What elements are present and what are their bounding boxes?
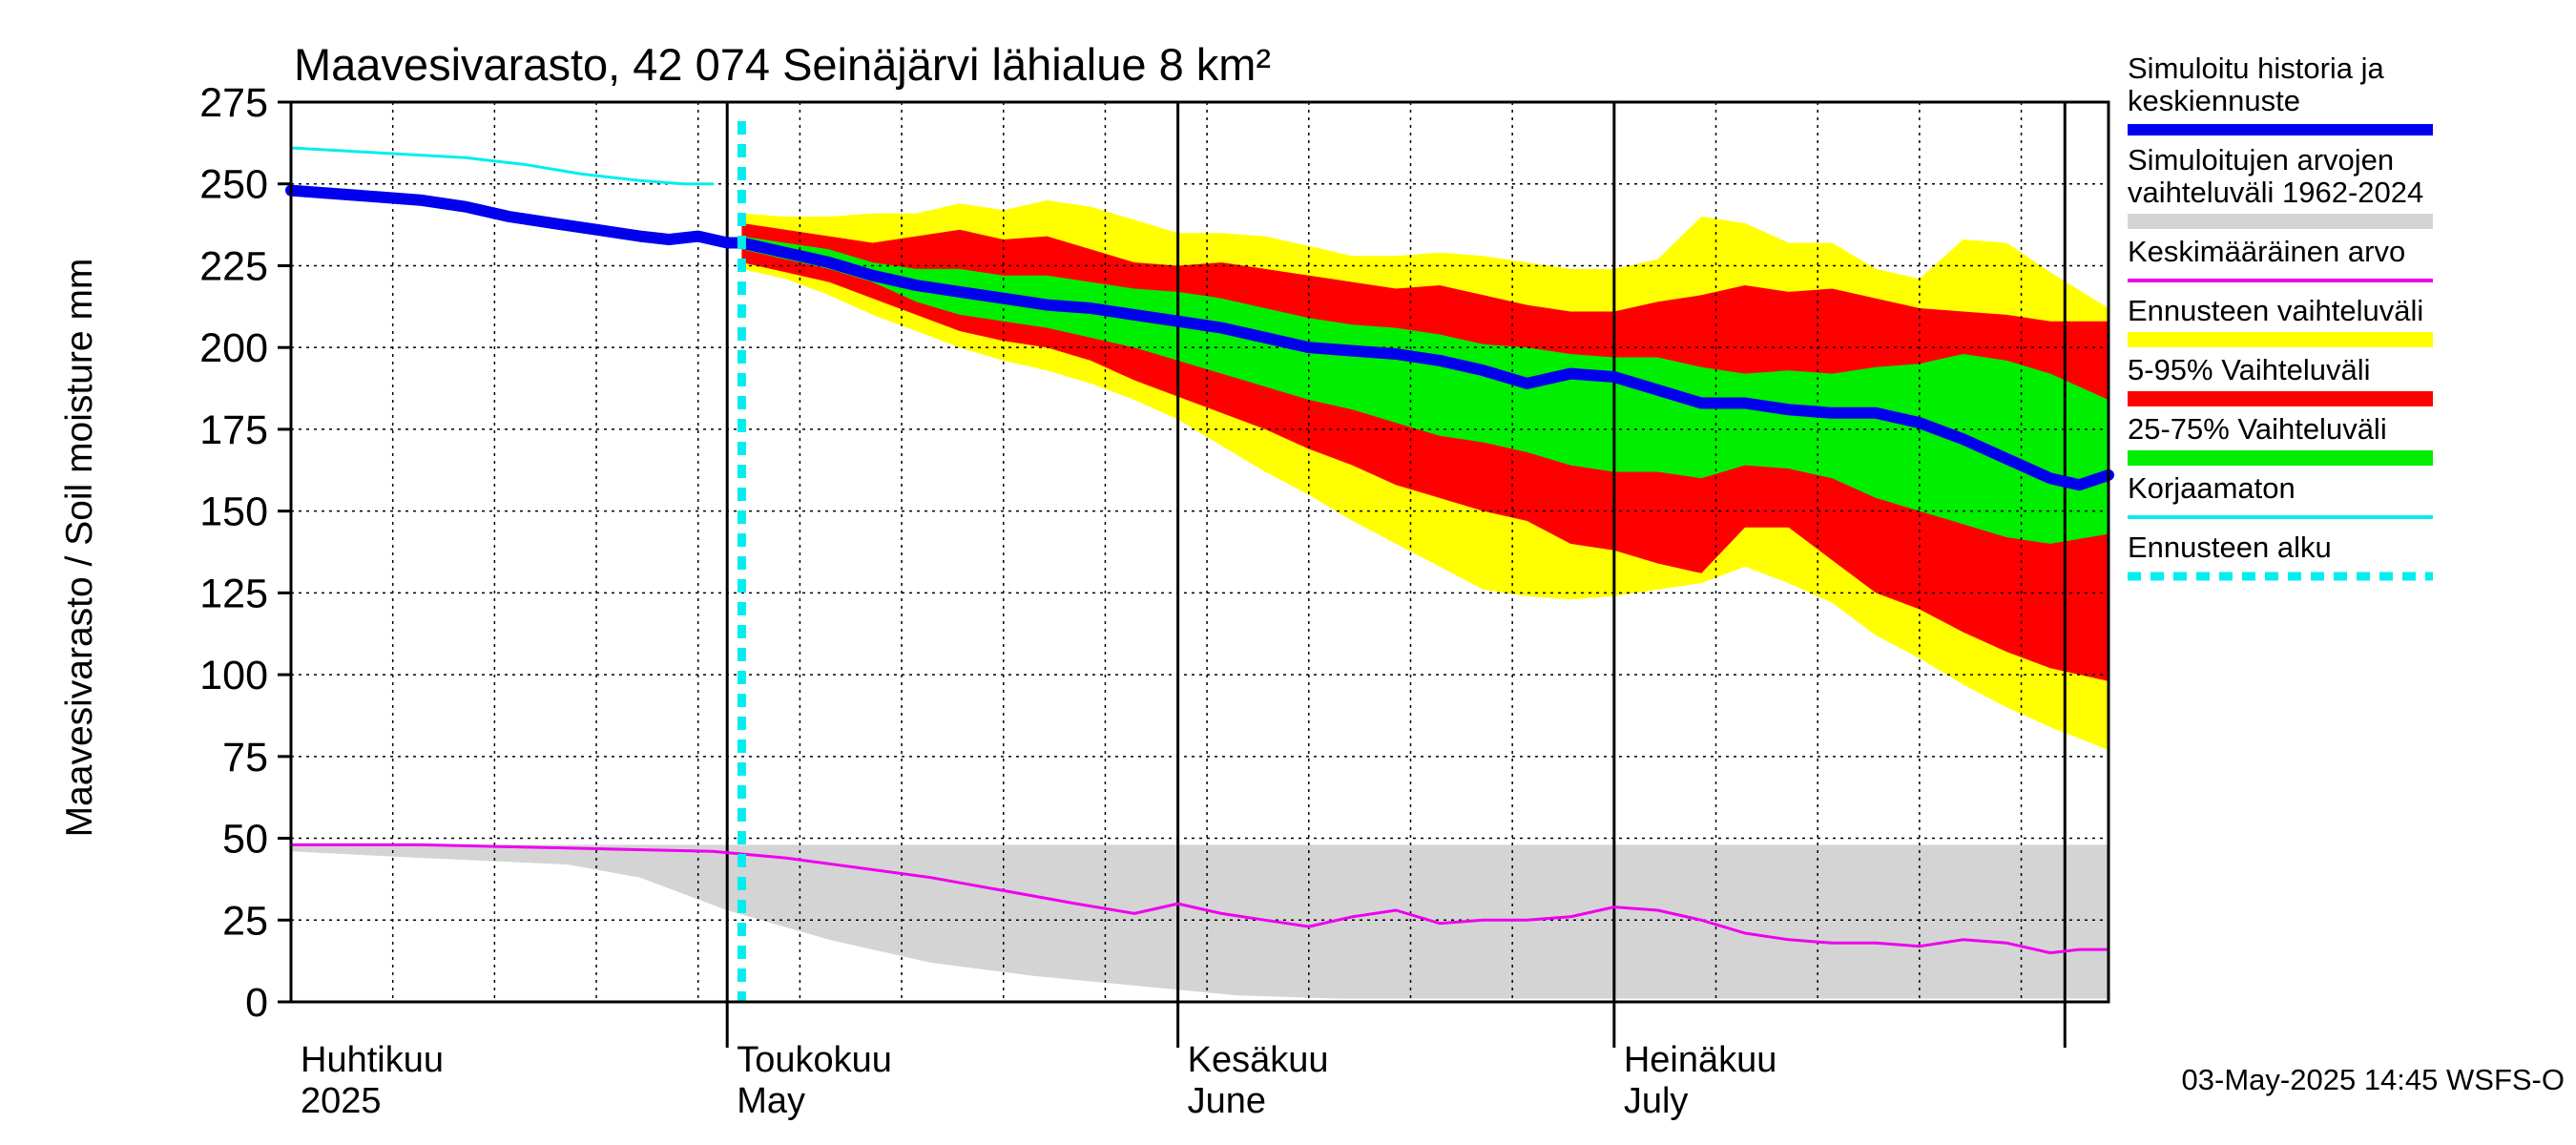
month-label-fi: Huhtikuu: [301, 1040, 444, 1080]
legend-swatch: [2128, 214, 2433, 229]
legend-swatch: [2128, 391, 2433, 406]
legend-label: Simuloitujen arvojen: [2128, 143, 2394, 177]
month-label-en: May: [737, 1081, 805, 1121]
band-simuloitujen-arvojen-vaihteluv-li-1962-2024: [291, 844, 2109, 999]
y-tick-label: 250: [199, 162, 268, 208]
legend-label: Korjaamaton: [2128, 471, 2296, 505]
series-lines: [285, 121, 2114, 1002]
y-tick-label: 100: [199, 653, 268, 698]
legend-swatch: [2128, 450, 2433, 466]
series-korjaamaton: [289, 146, 715, 186]
legend-item-ennusteen-alku: Ennusteen alku: [2128, 531, 2433, 581]
legend-swatch: [2128, 332, 2433, 347]
y-tick-label: 275: [199, 80, 268, 126]
legend-label: keskiennuste: [2128, 84, 2300, 117]
month-label-fi: Toukokuu: [737, 1040, 892, 1080]
y-tick-label: 0: [245, 980, 268, 1026]
band-5-95-vaihteluv-li: [741, 222, 2109, 681]
month-label-en: June: [1188, 1081, 1266, 1121]
legend-label: vaihteluväli 1962-2024: [2128, 176, 2423, 209]
month-label-fi: Heinäkuu: [1624, 1040, 1777, 1080]
y-axis-label: Maavesivarasto / Soil moisture mm: [59, 259, 100, 838]
legend-label: 5-95% Vaihteluväli: [2128, 353, 2370, 386]
legend-label: 25-75% Vaihteluväli: [2128, 412, 2387, 446]
legend-item-ennusteen-vaihteluv-li: Ennusteen vaihteluväli: [2128, 294, 2433, 347]
legend-item-5-95-vaihteluv-li: 5-95% Vaihteluväli: [2128, 353, 2433, 406]
plot-frame: [289, 100, 2110, 1004]
month-label-en: 2025: [301, 1081, 382, 1121]
legend-label: Simuloitu historia ja: [2128, 52, 2385, 85]
legend-label: Keskimääräinen arvo: [2128, 235, 2405, 268]
y-tick-label: 200: [199, 325, 268, 371]
series-simuloitu-historia-ja-keskiennuste: [285, 184, 2114, 491]
chart-title: Maavesivarasto, 42 074 Seinäjärvi lähial…: [294, 39, 1271, 90]
y-tick-label: 150: [199, 489, 268, 535]
timestamp-footer: 03-May-2025 14:45 WSFS-O: [2182, 1063, 2565, 1096]
y-tick-label: 75: [222, 735, 268, 781]
month-label-en: July: [1624, 1081, 1689, 1121]
legend-item-keskim-r-inen-arvo: Keskimääräinen arvo: [2128, 235, 2433, 282]
month-label-fi: Kesäkuu: [1188, 1040, 1329, 1080]
y-axis-ticks: 0 25 50 75 100 125 150 175 200 225 250 275: [199, 80, 291, 1026]
y-tick-label: 125: [199, 571, 268, 616]
y-tick-label: 25: [222, 898, 268, 944]
legend-item-25-75-vaihteluv-li: 25-75% Vaihteluväli: [2128, 412, 2433, 466]
y-tick-label: 50: [222, 817, 268, 863]
series-keskim-r-inen-arvo: [289, 843, 2110, 955]
legend-label: Ennusteen alku: [2128, 531, 2332, 564]
y-tick-label: 225: [199, 243, 268, 289]
legend: Simuloitu historia jakeskiennusteSimuloi…: [2128, 52, 2433, 581]
legend-label: Ennusteen vaihteluväli: [2128, 294, 2423, 327]
legend-item-korjaamaton: Korjaamaton: [2128, 471, 2433, 519]
y-tick-label: 175: [199, 407, 268, 453]
